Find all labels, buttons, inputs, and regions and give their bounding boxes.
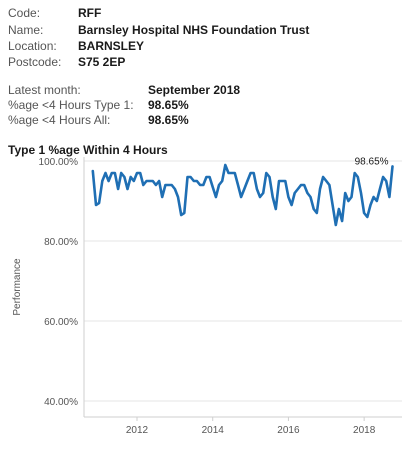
y-tick-label: 80.00%	[44, 237, 78, 248]
name-value: Barnsley Hospital NHS Foundation Trust	[78, 23, 310, 37]
postcode-label: Postcode:	[8, 55, 62, 69]
x-tick-label: 2018	[353, 425, 376, 436]
y-axis-label: Performance	[12, 258, 23, 316]
axes	[83, 157, 402, 421]
y-tick-label: 60.00%	[44, 317, 78, 328]
name-row: Name: Barnsley Hospital NHS Foundation T…	[8, 24, 408, 38]
latest-month-value: September 2018	[148, 83, 241, 97]
name-label: Name:	[8, 23, 44, 37]
location-row: Location: BARNSLEY	[8, 40, 408, 54]
location-label: Location:	[8, 39, 57, 53]
latest-month-label: Latest month:	[8, 83, 81, 97]
code-value: RFF	[78, 6, 102, 20]
code-label: Code:	[8, 6, 41, 20]
type1-value: 98.65%	[148, 98, 189, 112]
location-value: BARNSLEY	[78, 39, 145, 53]
type1-label: %age <4 Hours Type 1:	[8, 98, 134, 112]
series-line	[91, 163, 394, 227]
y-tick-label: 40.00%	[44, 397, 78, 408]
grid-lines	[84, 160, 402, 402]
x-tick-label: 2012	[126, 425, 149, 436]
data-labels: 98.65%	[355, 156, 389, 167]
end-point-label: 98.65%	[355, 156, 389, 167]
postcode-row: Postcode: S75 2EP	[8, 56, 408, 70]
postcode-value: S75 2EP	[78, 55, 126, 69]
all-row: %age <4 Hours All: 98.65%	[8, 114, 408, 128]
latest-month-row: Latest month: September 2018	[8, 84, 408, 98]
x-tick-label: 2016	[277, 425, 300, 436]
series	[91, 163, 394, 227]
y-tick-label: 100.00%	[39, 157, 79, 168]
all-label: %age <4 Hours All:	[8, 113, 111, 127]
code-row: Code: RFF	[8, 7, 408, 21]
x-tick-label: 2014	[202, 425, 225, 436]
all-value: 98.65%	[148, 113, 189, 127]
chart-title: Type 1 %age Within 4 Hours	[8, 143, 168, 157]
type1-row: %age <4 Hours Type 1: 98.65%	[8, 99, 408, 113]
tick-labels: 40.00% 60.00% 80.00% 100.00% 2012 2014 2016 201…	[12, 157, 376, 436]
